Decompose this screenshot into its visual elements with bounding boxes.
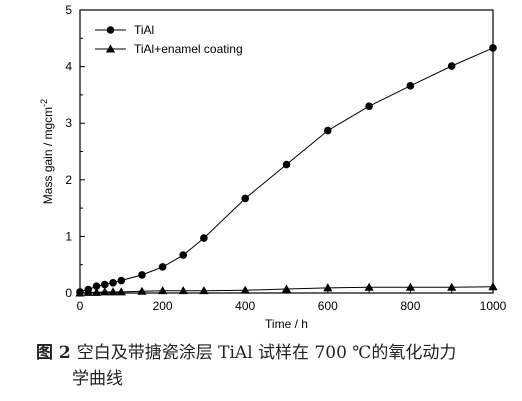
y-axis-title: Mass gain / mgcm-2 [39,99,55,204]
caption-label: 图 2 [36,343,71,363]
data-point-triangle [405,282,415,291]
data-point-circle [324,126,332,135]
data-point-circle [179,251,188,259]
legend-label: TiAl [134,23,154,37]
data-point-circle [282,160,291,169]
data-point-triangle [137,286,147,295]
data-point-circle [117,276,126,285]
legend-marker [105,44,116,53]
data-point-triangle [199,286,209,295]
data-point-circle [365,102,373,111]
y-axis-title-superscript: -2 [39,99,49,107]
data-point-circle [100,280,109,289]
legend-marker [106,26,115,34]
data-point-triangle [488,282,498,291]
data-point-triangle [75,288,85,297]
x-tick-label: 800 [400,299,420,313]
data-point-circle [241,194,249,203]
y-tick-label: 2 [65,173,72,187]
data-point-circle [406,82,415,90]
legend-label: TiAl+enamel coating [134,42,243,56]
data-point-triangle [178,286,188,295]
data-point-circle [109,279,117,287]
data-point-circle [489,44,497,52]
data-point-circle [138,271,146,279]
oxidation-kinetics-chart: 0 200 400 600 800 1000 0 1 2 3 4 5 Time / h Mass gain… [39,3,507,331]
x-tick-label: 400 [235,299,255,313]
data-point-triangle [364,282,374,291]
y-tick-label: 0 [65,286,72,300]
series-line [79,47,494,293]
data-point-circle [158,263,167,271]
data-point-circle [200,234,208,242]
x-tick-label: 0 [77,299,84,313]
data-point-triangle [323,283,333,292]
data-point-triangle [116,287,126,296]
data-point-triangle [281,284,292,293]
series-1 [76,44,497,296]
x-tick-label: 600 [318,299,338,313]
x-axis-title: Time / h [265,317,308,331]
data-point-triangle [91,287,102,296]
figure-caption: 图 2 空白及带搪瓷涂层 TiAl 试样在 700 ℃的氧化动力 学曲线 [36,340,506,392]
data-point-triangle [158,286,168,295]
x-tick-label: 1000 [480,299,507,313]
legend: TiAl TiAl+enamel coating [95,23,243,56]
data-point-triangle [83,287,93,296]
caption-text-line1: 空白及带搪瓷涂层 TiAl 试样在 700 ℃的氧化动力 [76,343,457,363]
caption-text-line2: 学曲线 [72,369,123,389]
data-point-circle [92,282,101,291]
y-tick-label: 1 [65,229,72,243]
x-tick-label: 200 [153,299,173,313]
y-tick-label: 5 [65,3,72,17]
data-point-circle [447,62,456,70]
data-point-triangle [447,282,457,291]
data-point-triangle [108,287,118,296]
y-tick-label: 3 [65,116,72,130]
y-tick-label: 4 [65,60,72,74]
data-point-triangle [240,285,250,294]
data-point-triangle [100,287,110,296]
series-2 [75,282,498,297]
